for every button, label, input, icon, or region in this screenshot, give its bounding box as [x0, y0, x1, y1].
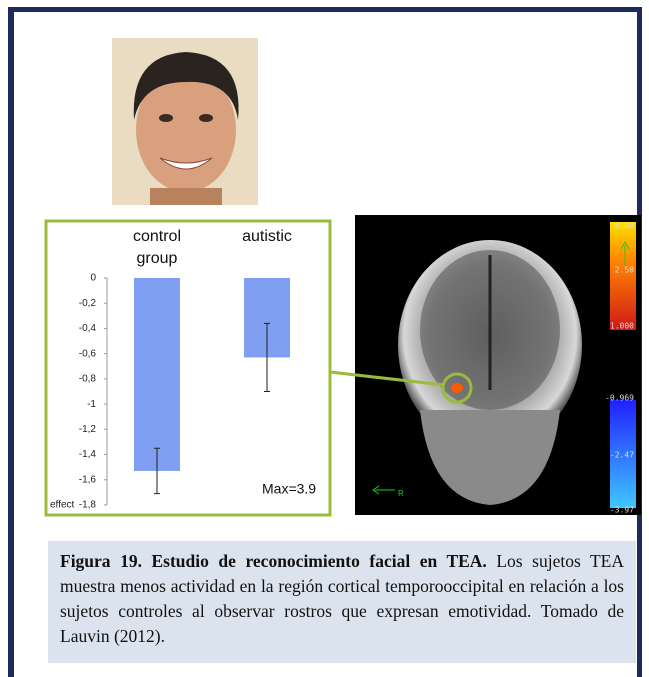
- y-tick-label: -1,8: [79, 500, 97, 511]
- annotation: Max=3.9: [262, 481, 316, 497]
- orientation-label: R: [398, 489, 404, 498]
- y-tick-label: -0,4: [79, 323, 97, 334]
- colorbar-label: 2.50: [615, 266, 634, 275]
- category-label-box: control group: [112, 226, 202, 274]
- y-tick-label: -0,2: [79, 298, 97, 309]
- y-tick-label: -1,4: [79, 449, 97, 460]
- colorbar-label: 1.000: [610, 322, 634, 331]
- category-label: control group: [122, 226, 192, 270]
- category-label: autistic: [222, 226, 312, 248]
- frame-top: [8, 7, 642, 12]
- y-tick-label: -1,2: [79, 424, 97, 435]
- y-tick-label: 0: [90, 273, 96, 284]
- colorbar-label: -2.47: [610, 451, 634, 460]
- face-photo: [112, 38, 258, 205]
- frame-left: [8, 7, 14, 677]
- category-label-box: autistic: [222, 226, 312, 274]
- caption: Figura 19. Estudio de reconocimiento fac…: [48, 541, 636, 663]
- page: R 0 -0,2 -0,4 -0,6 -0,8 -1 -1,2 -1,4 -1,6 -1,8 eff…: [0, 0, 649, 677]
- colorbar-label: -0.969: [605, 394, 634, 403]
- y-tick-label: -1,6: [79, 474, 97, 485]
- y-tick-label: -0,6: [79, 348, 97, 359]
- colorbar-label: 4.00: [615, 222, 634, 231]
- colorbar-label: -3.97: [610, 506, 634, 515]
- y-axis-label: effect: [50, 500, 74, 511]
- brain-image: [355, 215, 641, 515]
- caption-title: Figura 19. Estudio de reconocimiento fac…: [60, 551, 487, 571]
- y-tick-label: -1: [87, 399, 96, 410]
- bar: [134, 278, 180, 471]
- y-tick-label: -0,8: [79, 374, 97, 385]
